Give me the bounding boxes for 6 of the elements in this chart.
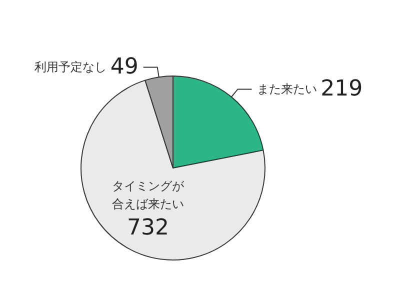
data-label: 49 xyxy=(110,54,138,80)
slice-label: また来たい xyxy=(256,82,317,96)
slice-label: タイミングが合えば来たい xyxy=(112,179,186,212)
data-label: 219 xyxy=(320,76,363,102)
slice-label: 利用予定なし xyxy=(34,60,107,74)
data-label: 732 xyxy=(127,216,170,241)
